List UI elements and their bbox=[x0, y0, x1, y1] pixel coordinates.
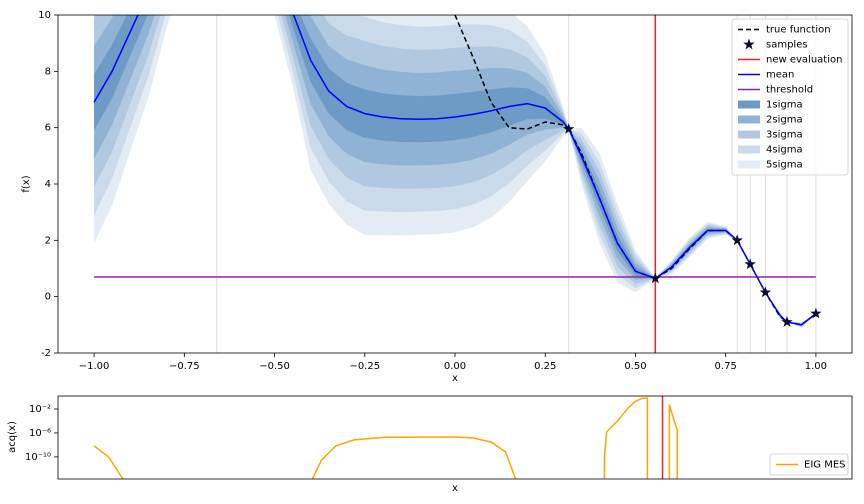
legend: true function samples new evaluation mean th… bbox=[731, 18, 849, 176]
sample-marker bbox=[744, 258, 756, 270]
x-tick-label: −0.25 bbox=[349, 361, 380, 372]
y-tick-label: 10⁻¹⁰ bbox=[25, 452, 51, 463]
legend-label: true function bbox=[766, 25, 831, 36]
sample-marker bbox=[649, 272, 661, 284]
confidence-band bbox=[94, 15, 816, 326]
legend: EIG MES bbox=[769, 453, 849, 476]
sample-marker bbox=[759, 286, 772, 298]
legend-label: new evaluation bbox=[766, 55, 842, 66]
legend-box bbox=[769, 453, 849, 476]
sample-marker bbox=[731, 234, 743, 246]
y-axis-label: acq(x) bbox=[7, 421, 18, 453]
legend-label: 4sigma bbox=[766, 145, 803, 156]
legend-label: EIG MES bbox=[804, 460, 846, 471]
plot-area bbox=[93, 15, 822, 353]
y-tick-label: 10⁻² bbox=[29, 404, 51, 415]
legend-label: 1sigma bbox=[766, 100, 803, 111]
y-tick-label: 10⁻⁶ bbox=[29, 428, 51, 439]
confidence-band bbox=[94, 15, 816, 327]
y-tick-label: 0 bbox=[45, 292, 51, 303]
sample-marker bbox=[810, 307, 822, 319]
legend-swatch bbox=[738, 100, 760, 109]
legend-swatch bbox=[738, 115, 760, 124]
y-tick-label: 4 bbox=[45, 179, 51, 190]
series-line bbox=[93, 15, 817, 326]
x-tick-label: −1.00 bbox=[79, 361, 110, 372]
y-tick-label: 10 bbox=[38, 10, 51, 21]
legend-label: 2sigma bbox=[766, 115, 803, 126]
x-tick-label: 1.00 bbox=[805, 361, 827, 372]
x-axis-label: x bbox=[452, 483, 458, 494]
series-line bbox=[93, 397, 679, 479]
plot-frame bbox=[57, 395, 853, 480]
sample-marker bbox=[781, 316, 793, 327]
legend-label: threshold bbox=[766, 85, 813, 96]
x-tick-label: 0.25 bbox=[534, 361, 556, 372]
legend-swatch bbox=[738, 130, 760, 139]
legend-label: 5sigma bbox=[766, 160, 803, 171]
x-axis-label: x bbox=[452, 373, 458, 384]
legend-box bbox=[731, 18, 849, 176]
x-tick-label: −0.75 bbox=[169, 361, 200, 372]
y-tick-label: 2 bbox=[45, 235, 51, 246]
legend-label: mean bbox=[766, 70, 794, 81]
y-tick-label: 8 bbox=[45, 66, 51, 77]
legend-swatch bbox=[738, 145, 760, 154]
x-tick-label: 0.00 bbox=[444, 361, 466, 372]
legend-label: samples bbox=[766, 40, 808, 51]
y-tick-label: -2 bbox=[41, 348, 51, 359]
y-tick-label: 6 bbox=[45, 123, 51, 134]
sample-marker bbox=[563, 123, 575, 134]
legend-swatch bbox=[738, 160, 760, 169]
y-axis-label: f(x) bbox=[21, 175, 32, 192]
x-tick-label: 0.50 bbox=[624, 361, 646, 372]
legend-label: 3sigma bbox=[766, 130, 803, 141]
x-tick-label: 0.75 bbox=[715, 361, 737, 372]
x-tick-label: −0.50 bbox=[259, 361, 290, 372]
plot-area bbox=[93, 396, 679, 479]
legend-swatch bbox=[743, 38, 755, 50]
